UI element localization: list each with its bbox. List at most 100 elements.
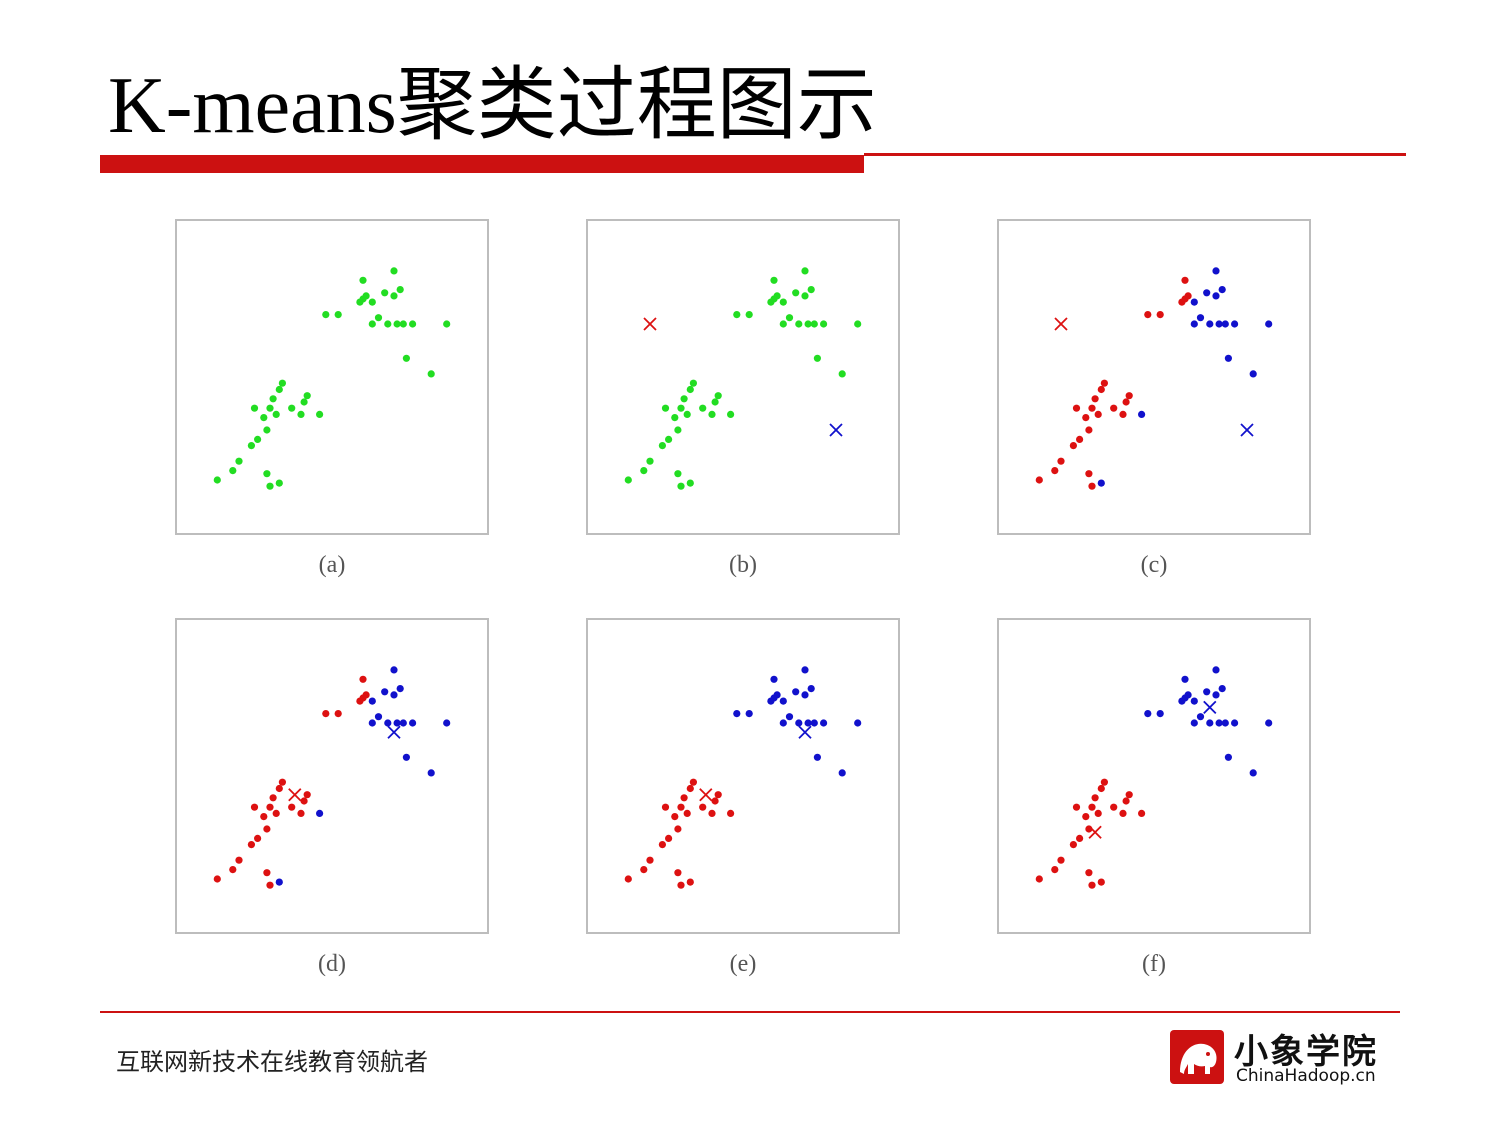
data-point-green [247, 442, 255, 450]
data-point-red [686, 784, 694, 793]
data-point-red [674, 869, 682, 877]
data-point-red [1156, 311, 1164, 319]
data-point-blue [745, 710, 753, 718]
scatter-panel-4 [175, 618, 489, 934]
data-point-blue [807, 685, 815, 693]
data-point-green [785, 314, 794, 322]
data-point-green [275, 479, 283, 487]
data-point-blue [1212, 292, 1220, 300]
data-point-green [322, 311, 330, 319]
data-point-green [801, 292, 809, 300]
data-point-red [213, 875, 221, 883]
data-point-green [686, 479, 694, 487]
data-point-blue [275, 878, 283, 886]
data-point-red [671, 813, 679, 821]
data-point-blue [733, 710, 741, 718]
data-point-blue [409, 719, 417, 727]
data-point-blue [820, 719, 828, 727]
data-point-blue [810, 719, 818, 727]
data-point-green [427, 370, 435, 378]
data-point-blue [770, 675, 778, 683]
logo-domain: ChinaHadoop.cn [1236, 1066, 1376, 1086]
data-point-blue [393, 719, 401, 727]
data-point-red [1085, 426, 1093, 434]
data-point-red [275, 784, 283, 793]
data-point-green [807, 286, 815, 294]
data-point-green [779, 298, 787, 306]
data-point-green [368, 298, 376, 306]
data-point-red [235, 856, 243, 864]
data-point-red [658, 841, 666, 849]
data-point-red [1085, 869, 1093, 877]
data-point-green [229, 467, 237, 475]
data-point-green [297, 410, 305, 418]
data-point-red [665, 834, 673, 842]
data-point-blue [801, 666, 809, 674]
data-point-green [708, 410, 716, 418]
panel-caption: (b) [729, 552, 757, 578]
data-point-red [1057, 856, 1065, 864]
data-point-green [263, 470, 271, 478]
data-point-green [250, 404, 259, 412]
data-point-green [334, 311, 342, 319]
data-point-green [359, 276, 367, 284]
data-point-red [1144, 311, 1152, 319]
data-point-green [674, 426, 682, 434]
data-point-red [362, 691, 370, 699]
data-point-green [374, 314, 383, 322]
data-point-blue [1144, 710, 1152, 718]
data-point-blue [1249, 370, 1257, 378]
data-point-red [1181, 276, 1189, 284]
data-point-blue [384, 719, 392, 727]
panel-caption: (f) [1142, 951, 1166, 977]
data-point-green [838, 370, 846, 378]
data-point-blue [399, 719, 407, 727]
centroid-marker-red [643, 317, 657, 331]
data-point-green [804, 320, 812, 328]
data-point-green [773, 292, 781, 300]
data-point-green [263, 426, 271, 434]
data-point-green [316, 410, 324, 418]
data-point-red [674, 825, 682, 833]
data-point-green [686, 385, 694, 394]
data-point-red [689, 778, 697, 786]
data-point-blue [1231, 719, 1239, 727]
data-point-red [359, 675, 367, 683]
centroid-marker-red [288, 788, 302, 802]
data-point-red [624, 875, 632, 883]
data-point-blue [1190, 320, 1198, 328]
scatter-plot [1035, 666, 1273, 889]
data-point-red [640, 866, 648, 874]
data-point-blue [801, 691, 809, 699]
data-point-blue [1221, 719, 1229, 727]
data-point-blue [773, 691, 781, 699]
data-point-red [334, 710, 342, 718]
data-point-red [266, 881, 274, 889]
data-point-red [1088, 803, 1096, 811]
data-point-blue [396, 685, 404, 693]
data-point-green [213, 476, 221, 484]
data-point-red [1110, 803, 1118, 811]
data-point-blue [1224, 753, 1232, 761]
footer-divider [100, 1011, 1400, 1013]
data-point-green [854, 320, 862, 328]
title-underline-thick [100, 155, 864, 173]
data-point-green [260, 414, 268, 422]
data-point-green [646, 457, 654, 465]
data-point-blue [1097, 479, 1105, 487]
data-point-red [1097, 878, 1105, 886]
data-point-red [1072, 404, 1081, 412]
data-point-red [297, 809, 305, 817]
data-point-green [390, 292, 398, 300]
data-point-red [1094, 410, 1102, 418]
centroid-marker-blue [1240, 423, 1254, 437]
data-point-green [795, 320, 803, 328]
data-point-red [266, 803, 274, 811]
data-point-blue [1203, 688, 1211, 696]
data-point-green [254, 435, 262, 443]
scatter-plot [213, 666, 451, 889]
data-point-red [711, 797, 719, 805]
data-point-red [1094, 809, 1102, 817]
logo: 小象学院 ChinaHadoop.cn [1170, 1028, 1400, 1088]
data-point-red [686, 878, 694, 886]
